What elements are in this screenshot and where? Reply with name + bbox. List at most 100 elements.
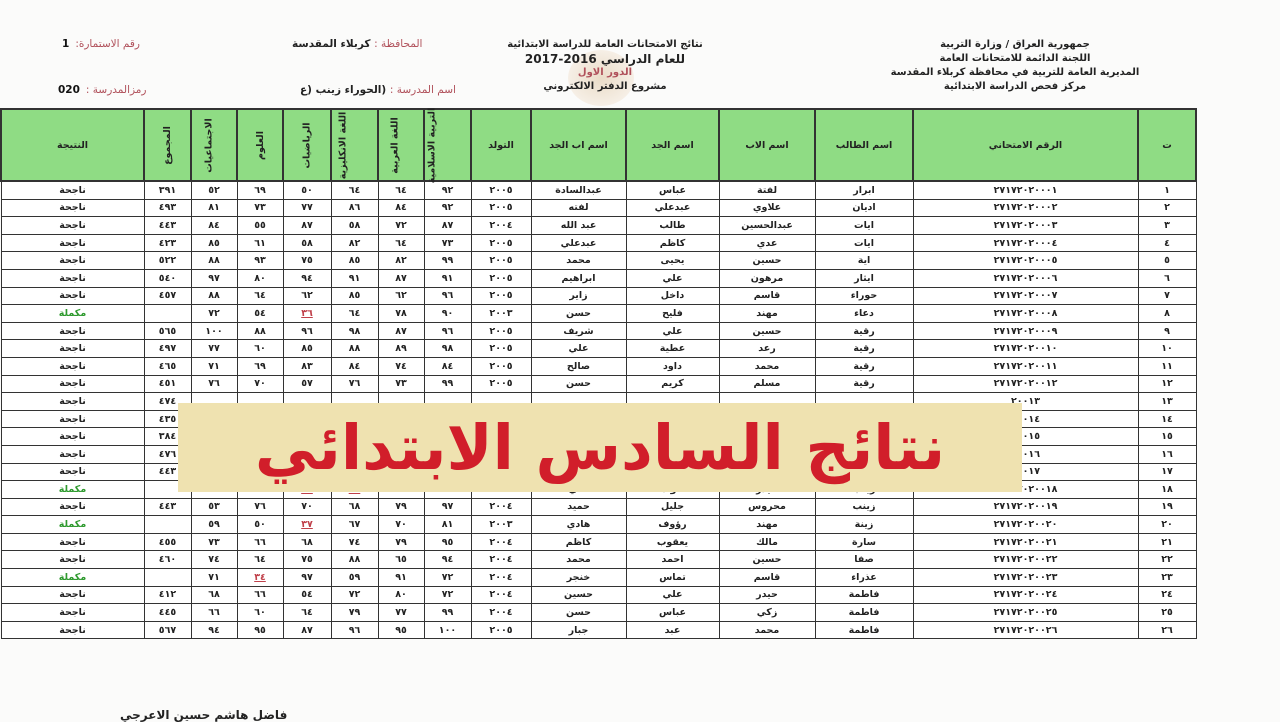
form-number-label: رقم الاستمارة: <box>75 38 140 50</box>
table-cell: ٢٧١٧٢٠٢٠٠٢٠ <box>912 515 1139 534</box>
table-cell: رقية <box>814 339 914 358</box>
table-cell: ٨٠ <box>236 268 284 288</box>
table-cell: ٢٠٠٥ <box>470 233 532 253</box>
table-cell <box>143 515 192 534</box>
table-cell: ٨١ <box>423 515 472 534</box>
table-cell: ٢١ <box>1137 532 1197 552</box>
table-cell: ١٩ <box>1137 497 1197 517</box>
table-cell: ٢٢ <box>1137 550 1197 570</box>
table-cell: ٢٠٠٥ <box>470 620 532 640</box>
table-cell: ٧٢ <box>330 585 379 605</box>
table-cell: ٨٤ <box>330 356 379 376</box>
table-cell: ٣٧ <box>282 515 332 534</box>
table-cell: ٢٧١٧٢٠٢٠٠٠٩ <box>912 321 1139 341</box>
table-cell: عباس <box>625 180 720 200</box>
table-cell: حسن <box>530 374 627 394</box>
table-cell: ٣٦ <box>282 304 332 323</box>
table-cell: حوراء <box>814 286 914 306</box>
table-cell: ناجحة <box>0 216 145 235</box>
table-row: ٧ ٢٧١٧٢٠٢٠٠٠٧ حوراء قاسم داخل زاير ٢٠٠٥ ٩٦ ٦٢ ٨٥ ٦… <box>0 286 1197 306</box>
table-cell: ٨٠ <box>377 585 425 605</box>
table-cell: ٢٠٠٥ <box>470 180 532 200</box>
table-cell: صفا <box>814 550 914 570</box>
academic-year: للعام الدراسي 2016-2017 <box>524 52 686 66</box>
school-code-label: رمزالمدرسة : <box>85 84 147 96</box>
table-cell: ناجحة <box>0 585 145 605</box>
table-cell: ٧٨ <box>377 304 425 323</box>
table-cell: ٧٩ <box>330 603 379 622</box>
table-cell: ناجحة <box>0 233 145 253</box>
table-cell: ٤١٢ <box>143 585 192 605</box>
table-cell: زاير <box>530 286 627 306</box>
table-row: ٤ ٢٧١٧٢٠٢٠٠٠٤ ايات عدي كاظم عبدعلي ٢٠٠٥ ٧٣ ٦٤ ٨٢ ٥… <box>0 233 1197 253</box>
table-cell: ناجحة <box>0 374 145 394</box>
table-cell: ٥٤ <box>282 585 332 605</box>
ministry-line-4: مركز فحص الدراسة الابتدائية <box>943 81 1087 92</box>
table-cell: عبد الله <box>530 216 627 235</box>
table-cell: ٧٥ <box>282 550 332 570</box>
table-cell: ٤٥٥ <box>143 532 192 552</box>
table-cell: ٤٥٧ <box>143 286 192 306</box>
table-cell: ٥٩ <box>330 568 379 587</box>
table-cell: ٢٥ <box>1137 603 1197 622</box>
table-cell: ١٧ <box>1137 462 1197 482</box>
table-cell: مكملة <box>0 480 145 499</box>
table-cell: ٦٤ <box>282 603 332 622</box>
table-row: ٢٣ ٢٧١٧٢٠٢٠٠٢٣ عذراء قاسم تماس خنجر ٢٠٠٤ ٧٢ ٩١ ٥٩… <box>0 568 1197 587</box>
school-code-value: 020 <box>58 84 80 96</box>
school-name-value: (الحوراء زينب (ع <box>300 84 387 96</box>
table-cell: علي <box>625 321 720 341</box>
table-cell: ٢٠٠٤ <box>470 568 532 587</box>
table-cell: ناجحة <box>0 427 145 446</box>
table-cell: ٢٦ <box>1137 620 1197 640</box>
table-cell: ٨٢ <box>330 233 379 253</box>
table-cell: ٧٥ <box>282 251 332 270</box>
table-cell: ٧٣ <box>377 374 425 394</box>
table-cell: ٦٦ <box>236 585 284 605</box>
column-header: اسم الطالب <box>814 108 914 182</box>
table-cell: ٤٥١ <box>143 374 192 394</box>
table-cell: ٦٢ <box>282 286 332 306</box>
table-cell: رعد <box>718 339 816 358</box>
table-cell: علي <box>625 268 720 288</box>
table-cell: يحيى <box>625 251 720 270</box>
table-cell: ٨٨ <box>190 251 238 270</box>
table-cell: ٦٤ <box>236 550 284 570</box>
ministry-line-3: المديرية العامة للتربية في محافظة كربلاء… <box>890 67 1140 78</box>
table-cell: عذراء <box>814 568 914 587</box>
table-cell: ٧٧ <box>377 603 425 622</box>
exam-title: نتائج الامتحانات العامة للدراسة الابتدائ… <box>507 39 703 50</box>
table-cell: ٩٨ <box>423 339 472 358</box>
table-cell: مكملة <box>0 568 145 587</box>
table-cell: محمد <box>530 550 627 570</box>
table-row: ٨ ٢٧١٧٢٠٢٠٠٠٨ دعاء مهند فليح حسن ٢٠٠٣ ٩٠ ٧٨ ٦٤ ٣٦ ٥… <box>0 304 1197 323</box>
table-cell: زينب <box>814 497 914 517</box>
table-cell: عبد <box>625 620 720 640</box>
table-row: ٥ ٢٧١٧٢٠٢٠٠٠٥ اية حسين يحيى محمد ٢٠٠٥ ٩٩ ٨٢ ٨٥ ٧٥ ٩… <box>0 251 1197 270</box>
table-cell: اية <box>814 251 914 270</box>
table-cell: مالك <box>718 532 816 552</box>
table-cell: حميد <box>530 497 627 517</box>
table-cell: ٣ <box>1137 216 1197 235</box>
table-row: ٢٥ ٢٧١٧٢٠٢٠٠٢٥ فاطمة زكي عباس حسن ٢٠٠٤ ٩٩ ٧٧ ٧٩ ٦٤… <box>0 603 1197 622</box>
table-cell: مكملة <box>0 304 145 323</box>
table-cell: ٢٠٠٥ <box>470 339 532 358</box>
form-number: رقم الاستمارة: 1 <box>62 38 140 50</box>
table-cell: ٨٦ <box>330 198 379 218</box>
table-row: ١١ ٢٧١٧٢٠٢٠٠١١ رقية محمد داود صالح ٢٠٠٥ ٨٤ ٧٤ ٨٤ ٨… <box>0 356 1197 376</box>
table-cell: ٢٠٠٥ <box>470 198 532 218</box>
table-cell: ٢٧١٧٢٠٢٠٠٠٥ <box>912 251 1139 270</box>
table-cell: حسين <box>718 321 816 341</box>
table-cell: حسن <box>530 603 627 622</box>
table-cell: فاطمة <box>814 620 914 640</box>
table-cell: ٤ <box>1137 233 1197 253</box>
table-cell: ٥ <box>1137 251 1197 270</box>
signature-name: فاضل هاشم حسين الاعرجي <box>120 708 288 722</box>
table-cell: عبدالسادة <box>530 180 627 200</box>
table-cell: ٨٧ <box>282 216 332 235</box>
table-cell: ٢٧١٧٢٠٢٠٠٠٧ <box>912 286 1139 306</box>
table-cell: ٣٤ <box>236 568 284 587</box>
table-cell: ٢٠٠٥ <box>470 374 532 394</box>
table-cell: ٧٢ <box>190 304 238 323</box>
column-header-label: التربية الاسلامية <box>426 107 438 183</box>
